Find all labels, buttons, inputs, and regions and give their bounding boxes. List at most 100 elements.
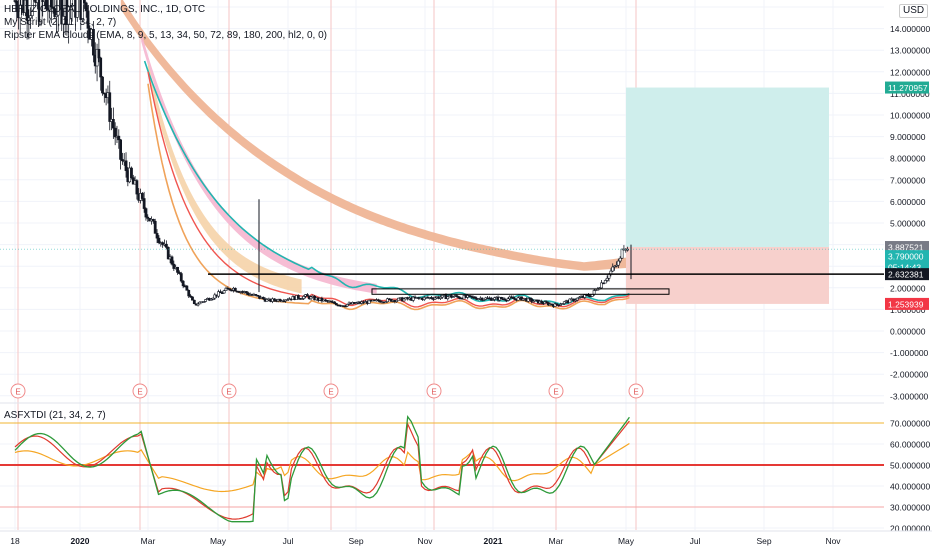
price-tick-label: 13.000000 bbox=[890, 46, 930, 56]
price-tick-label: 11.000000 bbox=[890, 89, 930, 99]
candle-body bbox=[213, 294, 217, 299]
candle-body bbox=[34, 0, 38, 3]
price-tick-label: 8.000000 bbox=[890, 154, 926, 164]
range-rectangle-drawing[interactable] bbox=[371, 288, 670, 295]
candle-body bbox=[395, 299, 399, 302]
candle-body bbox=[503, 298, 507, 301]
earnings-marker-label: E bbox=[328, 388, 333, 397]
candle-body bbox=[192, 299, 196, 305]
candle-body bbox=[568, 298, 572, 304]
candle-body bbox=[540, 300, 544, 304]
candle-body bbox=[397, 297, 400, 301]
currency-button[interactable]: USD bbox=[899, 4, 929, 18]
price-tick-label: -3.000000 bbox=[890, 391, 929, 401]
earnings-marker[interactable]: E bbox=[548, 383, 564, 399]
earnings-marker[interactable]: E bbox=[10, 383, 26, 399]
candle-body bbox=[473, 296, 477, 299]
tdi-legend[interactable]: ASFXTDI (21, 34, 2, 7) bbox=[4, 410, 106, 421]
price-tag-target: 11.270957 bbox=[888, 83, 928, 93]
earnings-marker-circle[interactable] bbox=[10, 383, 26, 399]
tdi-rsi-green bbox=[14, 414, 630, 523]
earnings-marker-circle[interactable] bbox=[221, 383, 237, 399]
candle-body bbox=[246, 292, 250, 296]
candle-body bbox=[446, 296, 450, 300]
candle-body bbox=[130, 167, 133, 178]
candle-body bbox=[575, 297, 579, 301]
symbol-legend[interactable]: HERTZ GLOBAL HOLDINGS, INC., 1D, OTC bbox=[4, 4, 206, 15]
time-axis[interactable]: 18 2020 Mar May Jul Sep Nov 2021 Mar May Jul Sep Nov bbox=[0, 530, 932, 546]
price-tag-bg bbox=[885, 250, 929, 263]
candle-body bbox=[81, 0, 84, 20]
candle-body bbox=[500, 297, 503, 300]
candle-body bbox=[157, 237, 161, 243]
candle-body bbox=[402, 298, 406, 302]
time-tick-label: 2020 bbox=[71, 536, 90, 546]
candle-body bbox=[60, 0, 64, 25]
ema-red-line bbox=[147, 71, 630, 308]
candle-body bbox=[261, 296, 265, 300]
candle-body bbox=[29, 15, 32, 19]
long-position-tool[interactable] bbox=[626, 87, 829, 304]
tdi-tick-label: 70.000000 bbox=[890, 419, 930, 429]
target-zone[interactable] bbox=[626, 87, 829, 248]
candle-body bbox=[511, 297, 515, 299]
candle-body bbox=[296, 295, 300, 299]
candle-body bbox=[191, 296, 194, 301]
candle-body bbox=[75, 0, 79, 18]
candle-body bbox=[164, 243, 168, 248]
price-tick-label: 6.000000 bbox=[890, 197, 926, 207]
candle-body bbox=[254, 294, 258, 296]
price-tag-bg bbox=[885, 81, 929, 94]
candle-body bbox=[592, 290, 596, 295]
earnings-marker-circle[interactable] bbox=[323, 383, 339, 399]
candle-body bbox=[616, 260, 620, 266]
candle-body bbox=[151, 219, 155, 222]
candle-body bbox=[187, 289, 191, 297]
candle-body bbox=[282, 300, 286, 303]
candle-body bbox=[613, 265, 616, 268]
earnings-marker-circle[interactable] bbox=[548, 383, 564, 399]
price-axis[interactable]: 14.000000 13.000000 12.000000 11.000000 10.0… bbox=[884, 0, 932, 550]
candle-body bbox=[97, 48, 101, 59]
candle-body bbox=[202, 301, 206, 303]
earnings-marker-circle[interactable] bbox=[426, 383, 442, 399]
candle-body bbox=[457, 296, 461, 299]
time-tick-label: Mar bbox=[549, 536, 564, 546]
price-tag-price: 3.790000 bbox=[888, 252, 924, 262]
candle-body bbox=[530, 298, 533, 302]
price-tick-label: 0.000000 bbox=[890, 327, 926, 337]
ema-cloud-34-50 bbox=[148, 61, 302, 294]
candle-body bbox=[611, 266, 615, 272]
candle-body bbox=[344, 305, 347, 308]
candle-body bbox=[211, 297, 215, 300]
ema-clouds-legend[interactable]: Ripster EMA Clouds (EMA, 8, 9, 5, 13, 34… bbox=[4, 30, 327, 41]
stop-zone[interactable] bbox=[626, 247, 829, 304]
earnings-marker[interactable]: E bbox=[426, 383, 442, 399]
candle-body bbox=[222, 290, 226, 294]
candle-body bbox=[92, 29, 95, 56]
script-legend[interactable]: My Script (2, 21, 34, 2, 7) bbox=[4, 17, 117, 28]
candle-body bbox=[553, 303, 557, 307]
candle-body bbox=[67, 6, 71, 25]
candle-body bbox=[615, 264, 618, 267]
price-tag-bg bbox=[885, 297, 929, 310]
candle-body bbox=[204, 299, 207, 302]
earnings-marker[interactable]: E bbox=[323, 383, 339, 399]
candle-body bbox=[300, 298, 304, 300]
candle-body bbox=[491, 299, 495, 301]
earnings-marker-circle[interactable] bbox=[628, 383, 644, 399]
earnings-marker-circle[interactable] bbox=[132, 383, 148, 399]
candle-body bbox=[166, 247, 170, 260]
earnings-marker-label: E bbox=[431, 388, 436, 397]
candle-body bbox=[306, 294, 309, 297]
price-tag-bg bbox=[885, 268, 929, 281]
earnings-marker[interactable]: E bbox=[132, 383, 148, 399]
price-tick-label: 5.000000 bbox=[890, 219, 926, 229]
candle-body bbox=[172, 263, 176, 269]
earnings-marker[interactable]: E bbox=[628, 383, 644, 399]
time-tick-label: 18 bbox=[10, 536, 20, 546]
candle-body bbox=[86, 10, 90, 29]
earnings-marker[interactable]: E bbox=[221, 383, 237, 399]
